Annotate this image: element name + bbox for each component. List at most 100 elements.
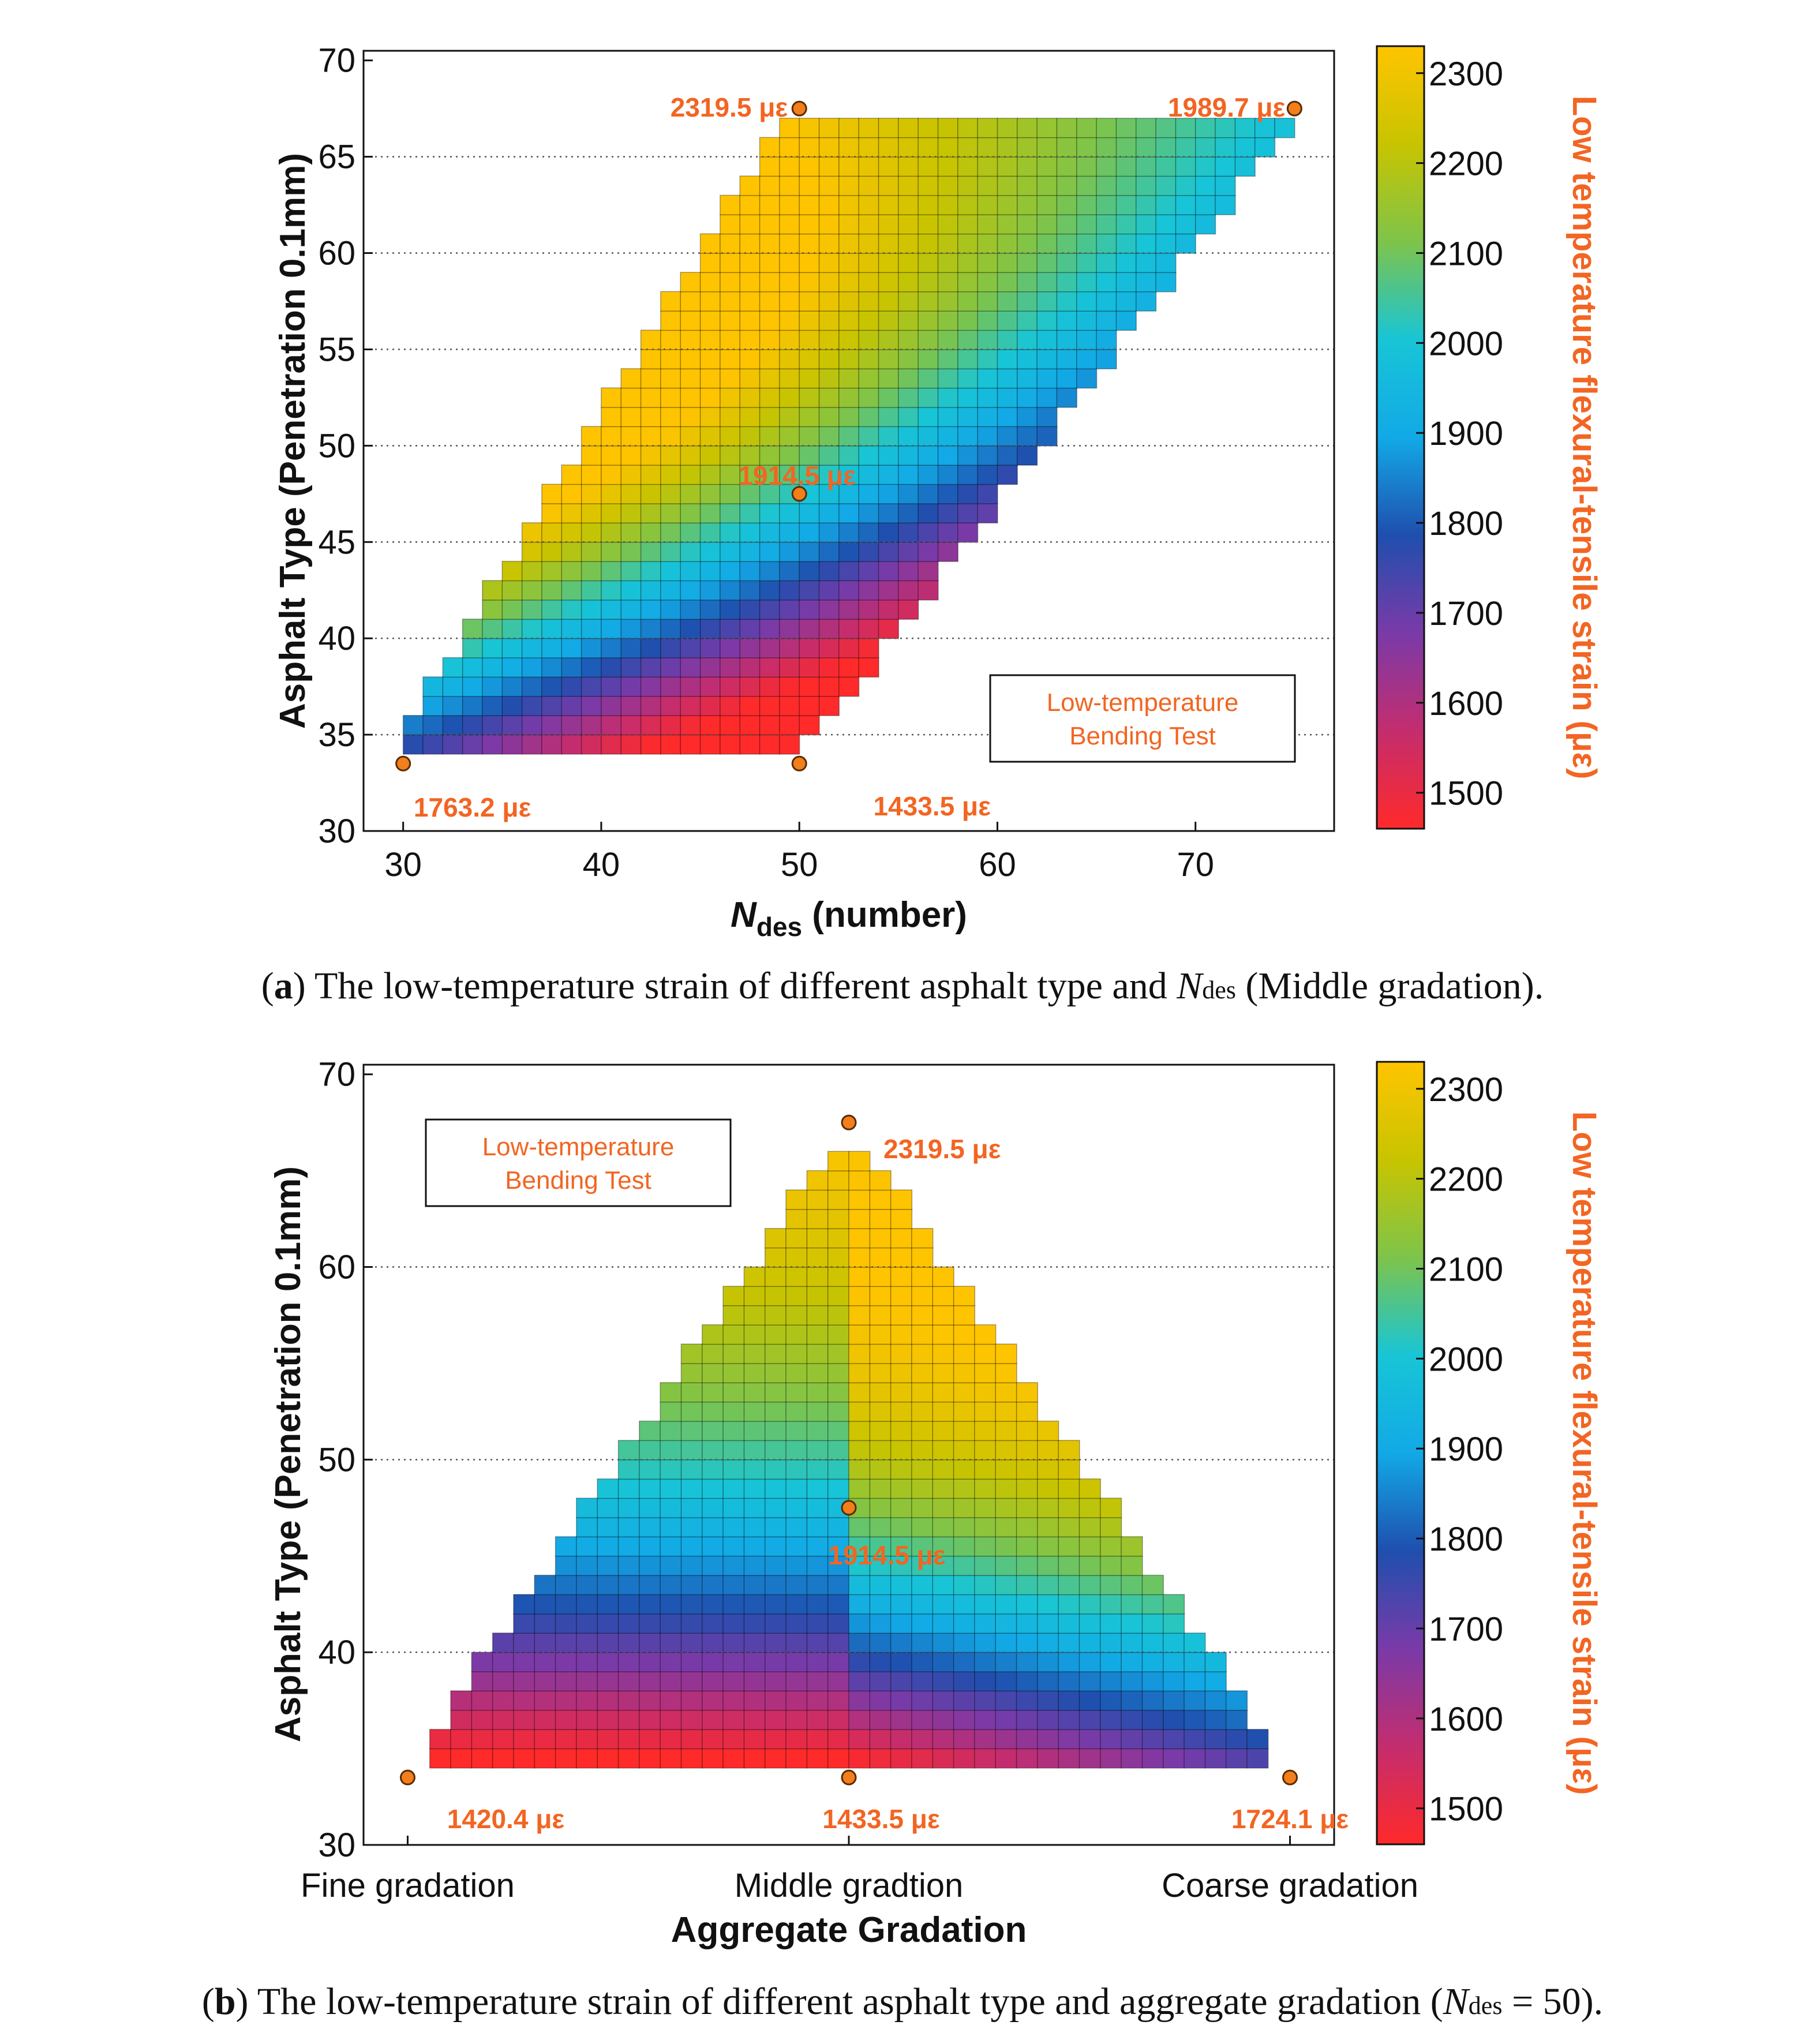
heatmap-cell bbox=[995, 1536, 1017, 1557]
heatmap-cell bbox=[561, 560, 582, 582]
heatmap-cell bbox=[442, 714, 463, 736]
heatmap-cell bbox=[974, 1517, 997, 1538]
heatmap-cell bbox=[869, 1594, 892, 1615]
heatmap-cell bbox=[581, 464, 602, 485]
heatmap-cell bbox=[1135, 175, 1157, 196]
heatmap-cell bbox=[422, 734, 444, 755]
heatmap-cell bbox=[1036, 368, 1058, 389]
heatmap-cell bbox=[581, 426, 602, 447]
heatmap-cell bbox=[1076, 368, 1098, 389]
panel-b: Fine gradation Middle gradtion Coarse grad… bbox=[202, 1056, 1603, 2023]
heatmap-cell bbox=[597, 1498, 619, 1518]
heatmap-cell bbox=[601, 714, 622, 736]
heatmap-cell bbox=[1076, 156, 1098, 177]
heatmap-cell bbox=[1194, 194, 1216, 215]
heatmap-cell bbox=[806, 1555, 829, 1576]
heatmap-cell bbox=[702, 1709, 724, 1730]
heatmap-cell bbox=[660, 406, 681, 428]
heatmap-cell bbox=[869, 1305, 892, 1326]
heatmap-cell bbox=[555, 1594, 578, 1615]
heatmap-cell bbox=[799, 657, 820, 678]
heatmap-cell bbox=[957, 118, 979, 138]
heatmap-cell bbox=[995, 1498, 1017, 1518]
heatmap-cell bbox=[827, 1151, 850, 1171]
heatmap-cell bbox=[869, 1748, 892, 1769]
heatmap-cell bbox=[764, 1382, 787, 1403]
heatmap-cell bbox=[1017, 272, 1038, 293]
heatmap-cell bbox=[501, 580, 523, 601]
heatmap-cell bbox=[785, 1228, 808, 1249]
heatmap-cell bbox=[858, 252, 879, 274]
heatmap-cell bbox=[818, 272, 840, 293]
heatmap-cell bbox=[759, 175, 781, 196]
heatmap-cell bbox=[858, 619, 879, 639]
heatmap-cell bbox=[827, 1286, 850, 1306]
heatmap-cell bbox=[995, 1382, 1017, 1403]
heatmap-cell bbox=[1115, 194, 1137, 215]
heatmap-cell bbox=[799, 233, 820, 254]
heatmap-cell bbox=[617, 1671, 641, 1692]
heatmap-cell bbox=[699, 714, 721, 736]
heatmap-cell bbox=[639, 1728, 661, 1750]
heatmap-cell bbox=[1175, 156, 1196, 177]
heatmap-cell bbox=[759, 426, 781, 447]
heatmap-cell bbox=[1078, 1594, 1101, 1615]
heatmap-cell bbox=[1056, 252, 1077, 274]
heatmap-cell bbox=[1016, 1709, 1039, 1730]
legend-box-b-line-1: Low-temperature bbox=[482, 1133, 675, 1161]
heatmap-cell bbox=[501, 657, 523, 678]
heatmap-cell bbox=[779, 560, 800, 582]
heatmap-cell bbox=[739, 695, 761, 716]
heatmap-cell bbox=[597, 1574, 619, 1596]
heatmap-cell bbox=[1155, 233, 1177, 254]
heatmap-cell bbox=[1141, 1748, 1164, 1769]
heatmap-cell bbox=[818, 445, 840, 466]
colorbar-tick-label: 1900 bbox=[1429, 415, 1503, 452]
heatmap-cell bbox=[997, 387, 1018, 408]
heatmap-cell bbox=[720, 676, 741, 697]
heatmap-cell bbox=[918, 330, 939, 350]
heatmap-cell bbox=[759, 194, 781, 215]
heatmap-cell bbox=[722, 1633, 745, 1653]
heatmap-cell bbox=[937, 194, 958, 215]
heatmap-cell bbox=[806, 1459, 829, 1480]
heatmap-cell bbox=[660, 291, 681, 312]
data-point-marker bbox=[791, 100, 807, 117]
heatmap-cell bbox=[1115, 214, 1137, 235]
heatmap-cell bbox=[680, 349, 701, 369]
heatmap-cell bbox=[462, 714, 484, 736]
heatmap-cell bbox=[974, 1671, 997, 1692]
heatmap-cell bbox=[974, 1574, 997, 1596]
heatmap-cell bbox=[1058, 1671, 1080, 1692]
heatmap-cell bbox=[702, 1555, 724, 1576]
heatmap-cell bbox=[918, 387, 939, 408]
heatmap-cell bbox=[932, 1594, 954, 1615]
heatmap-cell bbox=[764, 1266, 787, 1287]
heatmap-cell bbox=[640, 368, 662, 389]
heatmap-cell bbox=[1016, 1652, 1039, 1672]
heatmap-cell bbox=[699, 368, 721, 389]
heatmap-cell bbox=[1017, 194, 1038, 215]
heatmap-cell bbox=[601, 464, 622, 485]
heatmap-cell bbox=[848, 1690, 871, 1711]
heatmap-cell bbox=[640, 734, 662, 755]
heatmap-cell bbox=[1017, 406, 1038, 428]
heatmap-cell bbox=[759, 541, 781, 562]
heatmap-cell bbox=[680, 638, 701, 658]
heatmap-cell bbox=[785, 1613, 808, 1634]
heatmap-cell bbox=[561, 599, 582, 620]
heatmap-cell bbox=[617, 1517, 641, 1538]
heatmap-cell bbox=[779, 349, 800, 369]
heatmap-cell bbox=[995, 1440, 1017, 1461]
heatmap-cell bbox=[1076, 349, 1098, 369]
heatmap-cell bbox=[521, 560, 543, 582]
heatmap-cell bbox=[838, 522, 860, 543]
heatmap-cell bbox=[617, 1748, 641, 1769]
heatmap-cell bbox=[1135, 252, 1157, 274]
heatmap-cell bbox=[555, 1709, 578, 1730]
heatmap-cell bbox=[779, 426, 800, 447]
heatmap-cell bbox=[1100, 1748, 1122, 1769]
heatmap-cell bbox=[640, 387, 662, 408]
heatmap-cell bbox=[1016, 1555, 1039, 1576]
